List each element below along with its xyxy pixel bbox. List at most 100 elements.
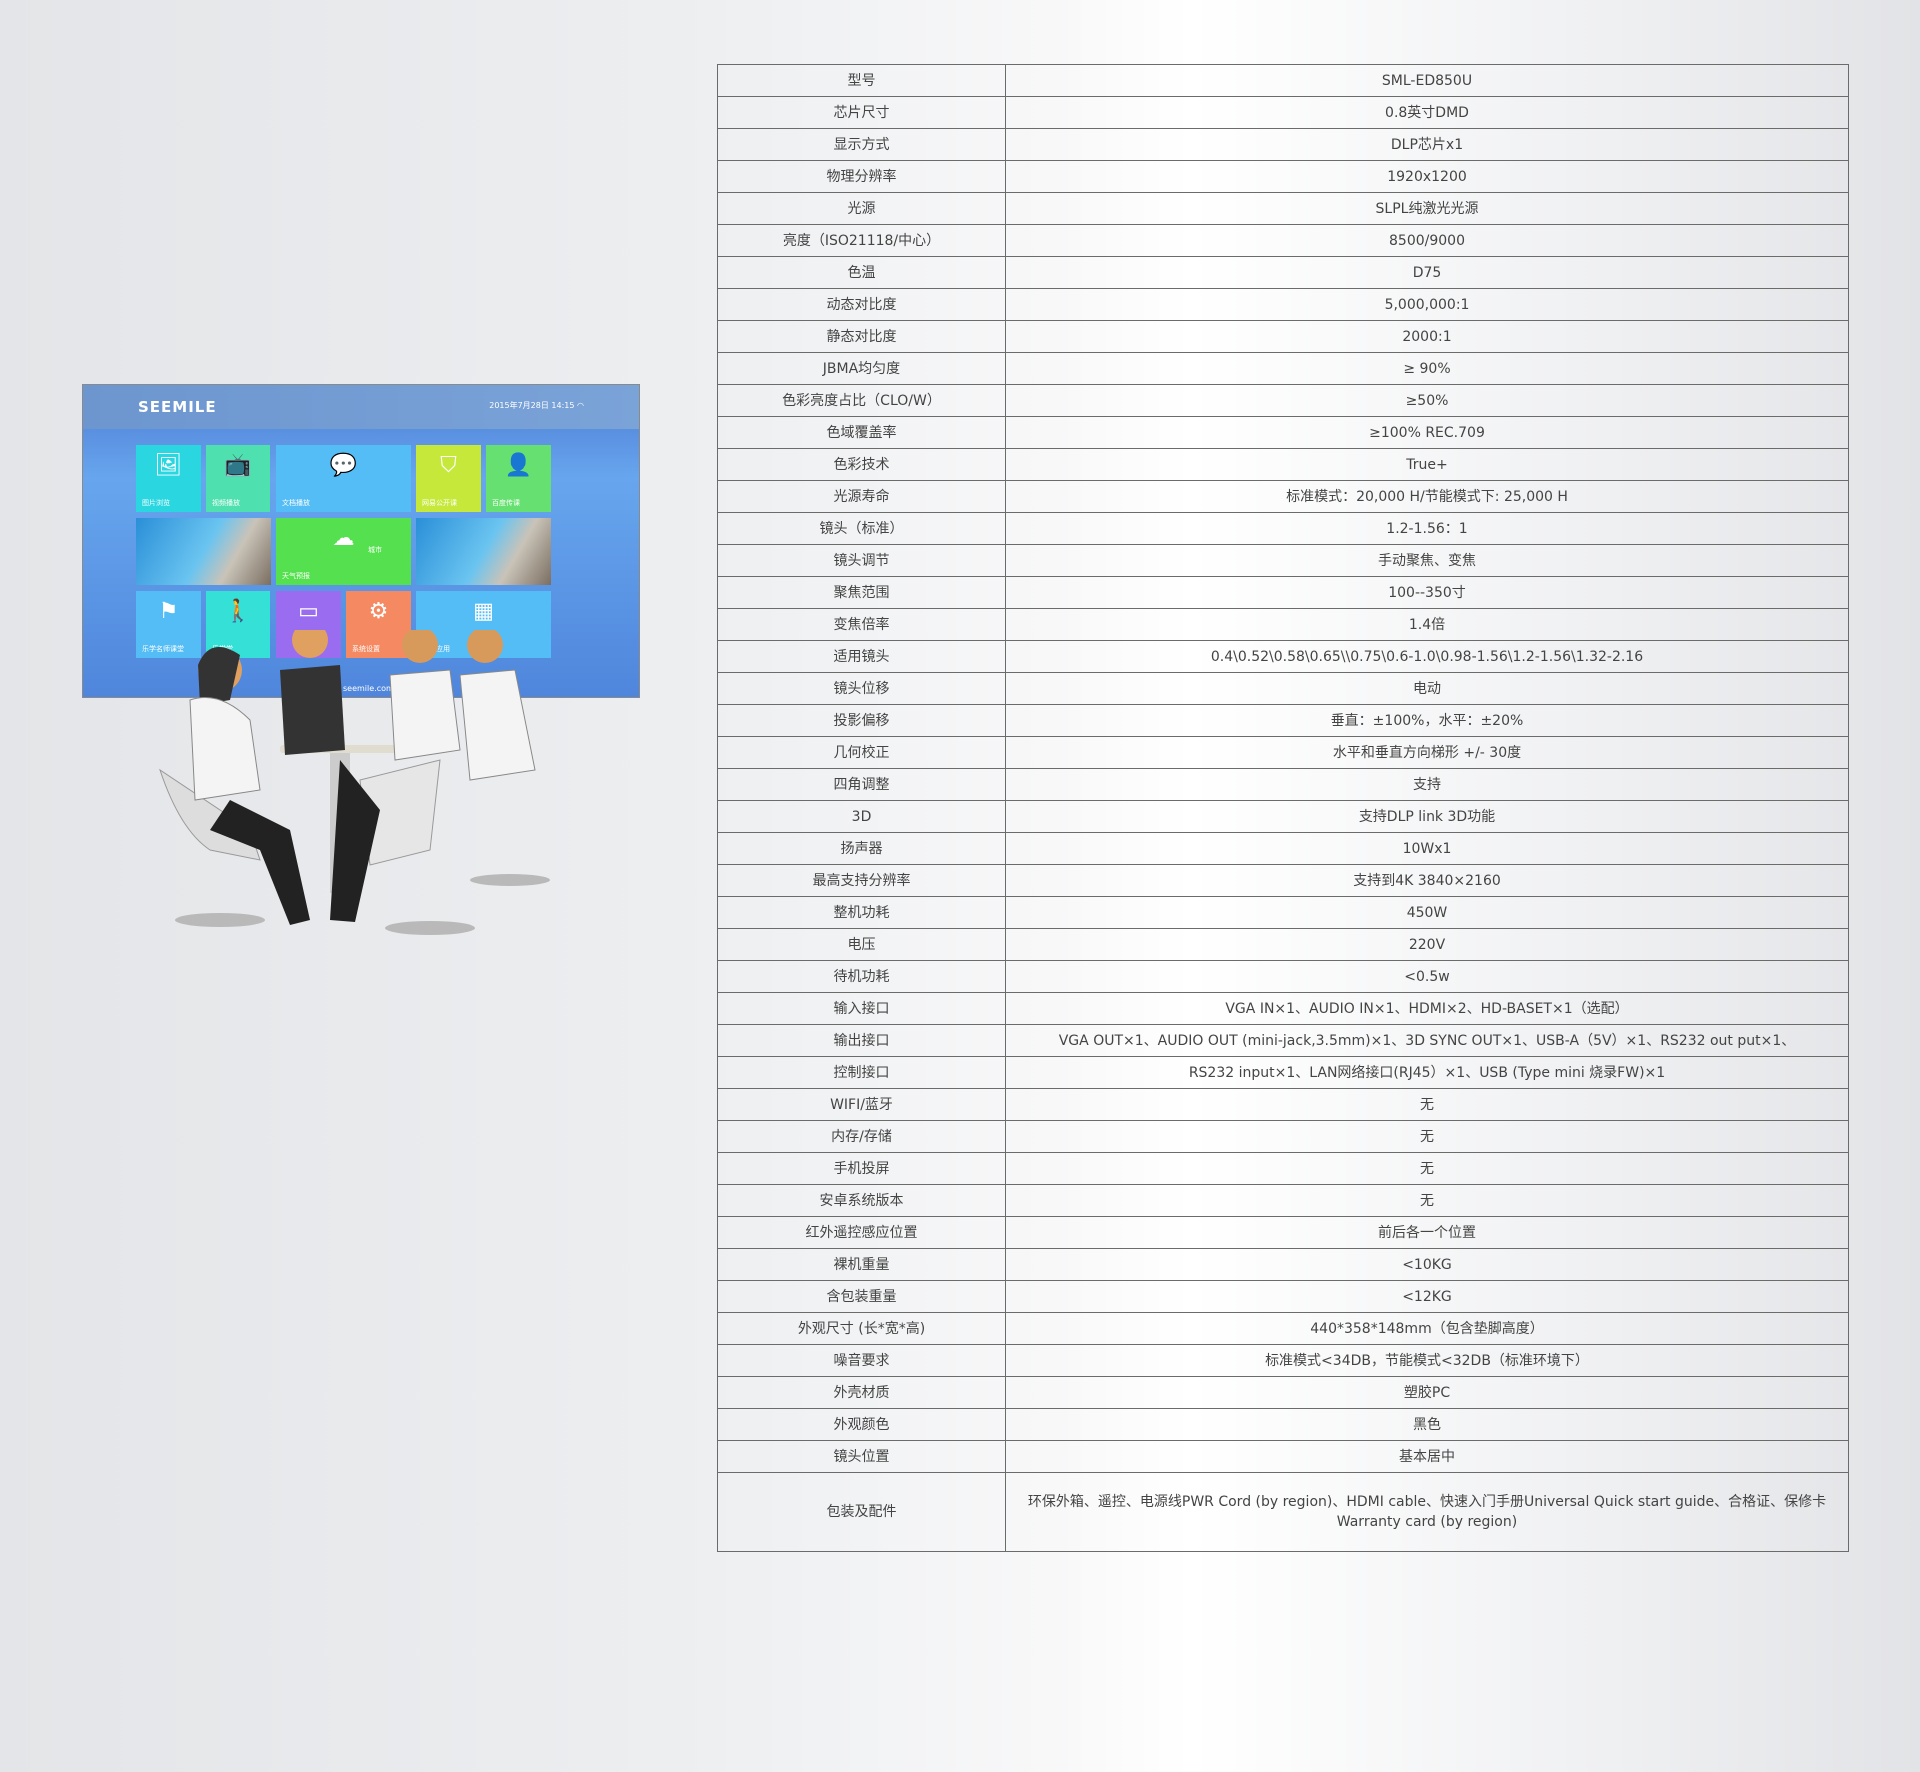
app-tile: 🖼 图片浏览 — [136, 445, 201, 512]
image-icon: 🖼 — [154, 453, 183, 478]
spec-value: 黑色 — [1005, 1408, 1849, 1441]
tile-city: 城市 — [368, 546, 382, 554]
spec-row: 噪音要求 标准模式<34DB，节能模式<32DB（标准环境下） — [717, 1344, 1849, 1377]
spec-value: SLPL纯激光光源 — [1005, 192, 1849, 225]
spec-row: 动态对比度 5,000,000:1 — [717, 288, 1849, 321]
spec-row: 输入接口 VGA IN×1、AUDIO IN×1、HDMI×2、HD-BASET×… — [717, 992, 1849, 1025]
spec-label: 显示方式 — [717, 128, 1006, 161]
spec-label: 外观尺寸 (长*宽*高) — [717, 1312, 1006, 1345]
spec-row: 最高支持分辨率 支持到4K 3840×2160 — [717, 864, 1849, 897]
tile-label: 系统设置 — [352, 645, 380, 653]
spec-label: 色温 — [717, 256, 1006, 289]
spec-row: 色域覆盖率 ≥100% REC.709 — [717, 416, 1849, 449]
app-tile: 🚶乐学堂 — [206, 591, 270, 658]
datetime-text: 2015年7月28日 14:15 — [489, 401, 575, 410]
spec-table: 型号 SML-ED850U 芯片尺寸 0.8英寸DMD 显示方式 DLP芯片x1 物理分辨率… — [717, 64, 1849, 1552]
spec-value: 标准模式<34DB，节能模式<32DB（标准环境下） — [1005, 1344, 1849, 1377]
person-body — [459, 669, 536, 781]
app-tile: ⛉ 网易公开课 — [416, 445, 481, 512]
spec-label: 色彩亮度占比（CLO/W） — [717, 384, 1006, 417]
spec-label: 适用镜头 — [717, 640, 1006, 673]
spec-value: 支持DLP link 3D功能 — [1005, 800, 1849, 833]
gear-icon: ⚙ — [368, 599, 389, 624]
spec-label: 光源寿命 — [717, 480, 1006, 513]
spec-label: 光源 — [717, 192, 1006, 225]
spec-value: True+ — [1005, 448, 1849, 481]
spec-row: 适用镜头 0.4\0.52\0.58\0.65\\0.75\0.6-1.0\0.9… — [717, 640, 1849, 673]
spec-row: 色温 D75 — [717, 256, 1849, 289]
tile-label: 视频播放 — [212, 499, 240, 507]
spec-label: 最高支持分辨率 — [717, 864, 1006, 897]
spec-label: WIFI/蓝牙 — [717, 1088, 1006, 1121]
presentation-icon: ⚑ — [158, 599, 179, 624]
spec-value: ≥50% — [1005, 384, 1849, 417]
tile-label: 网易公开课 — [422, 499, 457, 507]
tile-label: 图片浏览 — [142, 499, 170, 507]
spec-label: 投影偏移 — [717, 704, 1006, 737]
weather-cloud-sun-icon: ☁ — [332, 526, 355, 551]
spec-label: 噪音要求 — [717, 1344, 1006, 1377]
spec-row: 含包装重量 <12KG — [717, 1280, 1849, 1313]
spec-row: 物理分辨率 1920x1200 — [717, 160, 1849, 193]
spec-value: 垂直：±100%，水平：±20% — [1005, 704, 1849, 737]
spec-row: 显示方式 DLP芯片x1 — [717, 128, 1849, 161]
spec-row: 包装及配件 环保外箱、遥控、电源线PWR Cord (by region)、HDM… — [717, 1472, 1849, 1552]
layout-icon: ▭ — [298, 599, 319, 624]
tile-label: 乐学名师课堂 — [142, 645, 184, 653]
spec-label: 安卓系统版本 — [717, 1184, 1006, 1217]
spec-label: 聚焦范围 — [717, 576, 1006, 609]
spec-label: 动态对比度 — [717, 288, 1006, 321]
spec-value: <0.5w — [1005, 960, 1849, 993]
spec-label: 镜头调节 — [717, 544, 1006, 577]
app-tile — [136, 518, 271, 585]
spec-label: 内存/存储 — [717, 1120, 1006, 1153]
spec-value: D75 — [1005, 256, 1849, 289]
chair-base — [175, 913, 265, 927]
app-tile: ⚑ 乐学名师课堂 — [136, 591, 201, 658]
spec-row: 内存/存储无 — [717, 1120, 1849, 1153]
spec-row: 整机功耗 450W — [717, 896, 1849, 929]
spec-row: 镜头位移 电动 — [717, 672, 1849, 705]
spec-value: 220V — [1005, 928, 1849, 961]
spec-label: 3D — [717, 800, 1006, 833]
spec-value: 8500/9000 — [1005, 224, 1849, 257]
spec-value: 支持到4K 3840×2160 — [1005, 864, 1849, 897]
spec-row: 聚焦范围 100--350寸 — [717, 576, 1849, 609]
spec-label: 包装及配件 — [717, 1472, 1006, 1552]
spec-value: 100--350寸 — [1005, 576, 1849, 609]
spec-value: 前后各一个位置 — [1005, 1216, 1849, 1249]
spec-value: RS232 input×1、LAN网络接口(RJ45）×1、USB (Type … — [1005, 1056, 1849, 1089]
spec-label: 输入接口 — [717, 992, 1006, 1025]
person-head — [292, 630, 328, 658]
spec-label: 输出接口 — [717, 1024, 1006, 1057]
spec-row: WIFI/蓝牙无 — [717, 1088, 1849, 1121]
spec-value: 无 — [1005, 1184, 1849, 1217]
person-hair — [198, 647, 240, 705]
spec-value: 标准模式：20,000 H/节能模式下: 25,000 H — [1005, 480, 1849, 513]
spec-value: <12KG — [1005, 1280, 1849, 1313]
spec-value: VGA IN×1、AUDIO IN×1、HDMI×2、HD-BASET×1（选配… — [1005, 992, 1849, 1025]
app-tile: ☁ 天气预报 城市 — [276, 518, 411, 585]
spec-row: 外观尺寸 (长*宽*高) 440*358*148mm（包含垫脚高度） — [717, 1312, 1849, 1345]
spec-value: 无 — [1005, 1120, 1849, 1153]
spec-label: 电压 — [717, 928, 1006, 961]
spec-value: 环保外箱、遥控、电源线PWR Cord (by region)、HDMI cab… — [1005, 1472, 1849, 1552]
spec-value: 电动 — [1005, 672, 1849, 705]
spec-label: 型号 — [717, 64, 1006, 97]
spec-label: 物理分辨率 — [717, 160, 1006, 193]
wifi-icon: ◠ — [577, 401, 584, 410]
teacher-icon: 👤 — [504, 453, 533, 478]
spec-value: <10KG — [1005, 1248, 1849, 1281]
tv-icon: 📺 — [224, 453, 252, 478]
app-tile: 👤 百度传课 — [486, 445, 551, 512]
spec-row: 输出接口 VGA OUT×1、AUDIO OUT (mini-jack,3.5mm… — [717, 1024, 1849, 1057]
spec-row: 待机功耗 <0.5w — [717, 960, 1849, 993]
person-legs — [210, 800, 310, 925]
spec-row: 色彩亮度占比（CLO/W） ≥50% — [717, 384, 1849, 417]
spec-label: 四角调整 — [717, 768, 1006, 801]
screen-datetime: 2015年7月28日 14:15 ◠ — [489, 400, 584, 411]
spec-value: 手动聚焦、变焦 — [1005, 544, 1849, 577]
spec-row: 色彩技术 True+ — [717, 448, 1849, 481]
spec-label: 裸机重量 — [717, 1248, 1006, 1281]
spec-row: 红外遥控感应位置 前后各一个位置 — [717, 1216, 1849, 1249]
